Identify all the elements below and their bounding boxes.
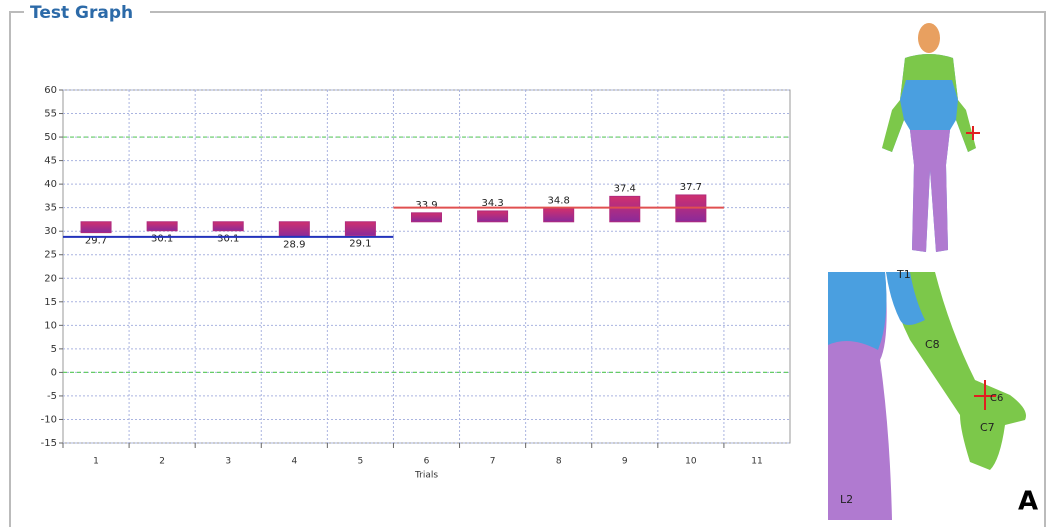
page: Test Graph T1 C8 C6 C7 L2 A -15 -10 -5 0 5 10… <box>0 0 1049 527</box>
panel-label: A <box>1018 487 1038 517</box>
bar <box>478 211 508 222</box>
y-tick-label: 10 <box>44 320 57 331</box>
dermatome-label: T1 <box>896 268 911 281</box>
value-label: 29.1 <box>349 238 371 249</box>
y-tick-label: 40 <box>44 179 57 190</box>
x-axis-label: Trials <box>414 471 438 481</box>
bar <box>279 222 309 237</box>
x-tick-label: 3 <box>225 457 231 467</box>
value-label: 37.7 <box>680 182 702 193</box>
y-tick-label: 15 <box>44 297 57 308</box>
value-label: 30.1 <box>217 234 239 245</box>
y-tick-label: 50 <box>44 132 57 143</box>
body-figure <box>882 23 980 252</box>
y-tick-label: 25 <box>44 250 57 261</box>
panel-title: Test Graph <box>30 3 133 23</box>
value-label: 28.9 <box>283 239 305 250</box>
bar <box>412 213 442 222</box>
value-label: 34.8 <box>548 196 570 207</box>
y-tick-label: 35 <box>44 203 57 214</box>
bar <box>345 222 375 236</box>
dermatome-label: C6 <box>990 393 1003 404</box>
bar <box>147 222 177 231</box>
y-tick-label: 5 <box>51 344 57 355</box>
y-tick-label: 55 <box>44 109 57 120</box>
y-tick-label: 60 <box>44 85 57 96</box>
y-tick-label: 20 <box>44 273 57 284</box>
x-tick-label: 9 <box>622 457 628 467</box>
x-tick-label: 11 <box>751 457 762 467</box>
bar <box>81 222 111 233</box>
bar <box>610 196 640 221</box>
x-tick-label: 10 <box>685 457 697 467</box>
y-tick-label: -15 <box>41 438 57 449</box>
dermatome-label: C7 <box>980 421 995 434</box>
x-tick-label: 7 <box>490 457 496 467</box>
dermatome-label: C8 <box>925 338 940 351</box>
bar <box>213 222 243 231</box>
value-label: 37.4 <box>614 183 636 194</box>
x-tick-label: 5 <box>358 457 364 467</box>
y-tick-label: -10 <box>41 414 57 425</box>
y-tick-label: 30 <box>44 226 57 237</box>
x-tick-label: 6 <box>424 457 430 467</box>
y-tick-label: 45 <box>44 156 57 167</box>
arm-figure: T1 C8 C6 C7 L2 <box>828 268 1040 520</box>
value-label: 33.9 <box>415 200 437 211</box>
y-tick-label: 0 <box>51 367 57 378</box>
y-tick-label: -5 <box>47 391 57 402</box>
value-label: 30.1 <box>151 234 173 245</box>
x-tick-label: 1 <box>93 457 99 467</box>
x-tick-label: 2 <box>159 457 165 467</box>
x-tick-label: 8 <box>556 457 562 467</box>
x-tick-label: 4 <box>291 457 297 467</box>
plot-area <box>63 90 790 443</box>
bar <box>544 209 574 222</box>
dermatome-label: L2 <box>840 493 853 506</box>
